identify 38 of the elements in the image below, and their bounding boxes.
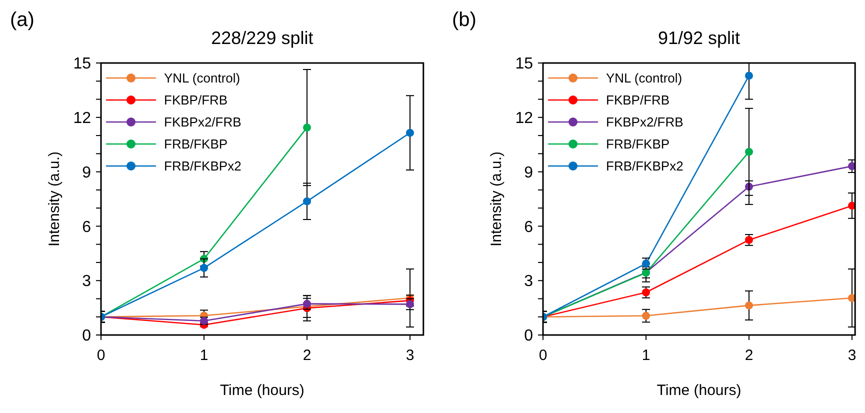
y-tick-label: 6 xyxy=(524,218,534,236)
x-tick-label: 3 xyxy=(848,347,856,364)
legend-label: FKBPx2/FRB xyxy=(164,114,242,130)
legend-label: FRB/FKBP xyxy=(164,136,228,152)
legend-label: FRB/FKBPx2 xyxy=(164,158,242,174)
legend-label: FRB/FKBP xyxy=(606,136,670,152)
y-tick-label: 12 xyxy=(515,110,534,127)
y-tick-label: 9 xyxy=(524,164,534,182)
x-tick-label: 1 xyxy=(200,347,208,364)
legend-label: FKBPx2/FRB xyxy=(606,114,684,130)
text: (b) xyxy=(452,9,476,31)
y-tick-label: 9 xyxy=(82,164,92,182)
legend-label: FRB/FKBPx2 xyxy=(606,158,684,174)
x-tick-label: 2 xyxy=(744,347,754,364)
y-axis-title: Intensity (a.u.) xyxy=(46,151,63,247)
x-tick-label: 0 xyxy=(96,347,106,364)
chart-title: 91/92 split xyxy=(658,28,740,48)
text: (a) xyxy=(10,9,34,31)
x-axis-title: Time (hours) xyxy=(220,382,304,399)
y-tick-label: 12 xyxy=(73,110,92,127)
y-tick-label: 3 xyxy=(524,273,534,290)
y-tick-label: 3 xyxy=(82,273,92,290)
x-axis-title: Time (hours) xyxy=(656,382,742,399)
x-tick-label: 1 xyxy=(642,347,650,364)
y-axis-title: Intensity (a.u.) xyxy=(488,151,505,247)
legend-label: FKBP/FRB xyxy=(606,92,670,108)
y-tick-label: 15 xyxy=(515,56,534,73)
legend-label: YNL (control) xyxy=(606,70,682,86)
y-tick-label: 0 xyxy=(82,328,92,345)
legend-label: FKBP/FRB xyxy=(164,92,228,108)
chart-title: 228/229 split xyxy=(211,28,314,48)
legend-label: YNL (control) xyxy=(164,70,240,86)
y-tick-label: 0 xyxy=(524,328,534,345)
x-tick-label: 2 xyxy=(302,347,312,364)
y-tick-label: 6 xyxy=(82,218,92,236)
x-tick-label: 3 xyxy=(406,347,414,364)
x-tick-label: 0 xyxy=(538,347,548,364)
y-tick-label: 15 xyxy=(73,56,92,73)
